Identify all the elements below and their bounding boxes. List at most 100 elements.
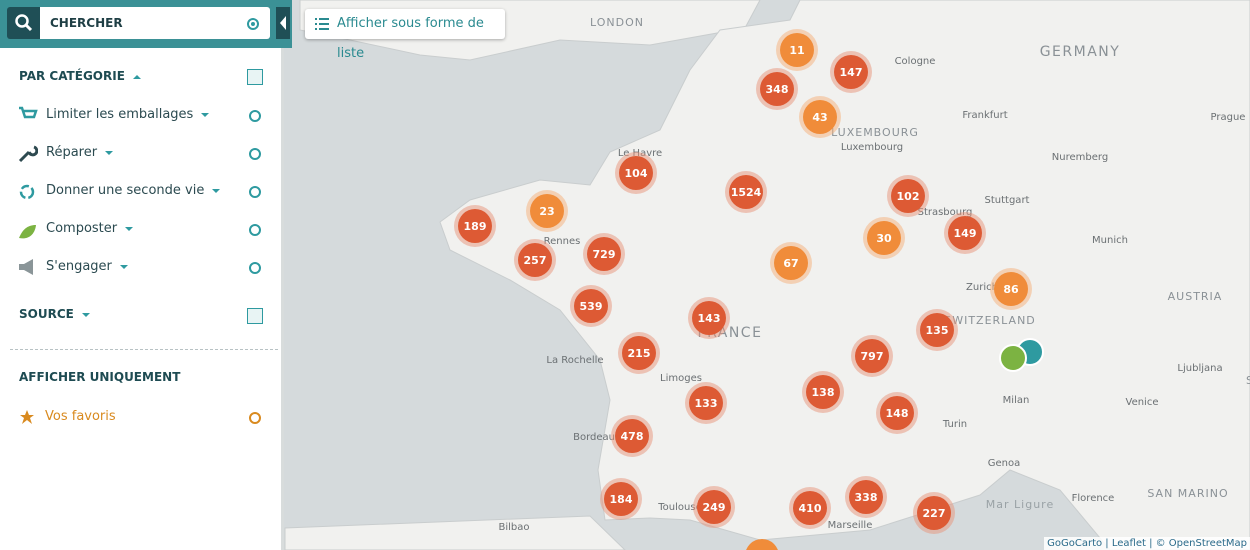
category[interactable]: Composter (46, 221, 134, 236)
category-title[interactable]: PAR CATÉGORIE (19, 69, 141, 83)
radio[interactable] (249, 110, 261, 122)
cluster[interactable]: 86 (990, 268, 1032, 310)
map-label: Bilbao (498, 522, 529, 533)
recycle-icon (19, 184, 35, 200)
sidebar: PAR CATÉGORIE Limiter les emballages Rép… (0, 0, 284, 550)
cluster[interactable]: 257 (514, 239, 556, 281)
cluster[interactable]: 729 (583, 233, 625, 275)
cluster[interactable]: 135 (916, 309, 958, 351)
cart-icon (19, 106, 38, 119)
cluster[interactable]: 143 (688, 297, 730, 339)
locate-icon[interactable] (245, 16, 261, 32)
category[interactable]: Donner une seconde vie (46, 183, 221, 198)
marker[interactable] (999, 338, 1044, 372)
cluster-count: 1524 (731, 186, 762, 199)
search-input[interactable]: CHERCHER (40, 7, 270, 39)
radio[interactable] (249, 186, 261, 198)
collapse-tab[interactable] (276, 7, 290, 39)
cluster-circle (458, 209, 492, 243)
pin[interactable] (999, 344, 1027, 372)
cluster-count: 148 (886, 407, 909, 420)
cluster[interactable]: 249 (693, 486, 735, 528)
cluster-count: 133 (695, 397, 718, 410)
map-label: Marseille (828, 520, 873, 531)
favorites[interactable]: Vos favoris (45, 409, 116, 424)
cluster-count: 410 (799, 502, 822, 515)
radio[interactable] (249, 262, 261, 274)
category[interactable]: S'engager (46, 259, 128, 274)
map-label: Mar Ligure (986, 498, 1054, 511)
cluster[interactable]: 148 (876, 392, 918, 434)
cluster-circle (994, 272, 1028, 306)
source-title[interactable]: SOURCE (19, 307, 90, 321)
cluster-circle (622, 336, 656, 370)
cluster-count: 43 (812, 111, 827, 124)
cluster-circle (774, 246, 808, 280)
map-label: Frankfurt (962, 110, 1007, 121)
cluster-circle (729, 175, 763, 209)
map-label: SLOVENIA (1246, 374, 1250, 387)
cluster[interactable]: 30 (863, 217, 905, 259)
map-label: Munich (1092, 235, 1128, 246)
map-label: Milan (1003, 395, 1030, 406)
radio[interactable] (249, 224, 261, 236)
category[interactable]: Limiter les emballages (46, 107, 210, 122)
star-icon (20, 410, 34, 424)
map-label: AUSTRIA (1168, 290, 1223, 303)
map-label: Luxembourg (841, 142, 903, 153)
cluster-count: 143 (698, 312, 721, 325)
checkbox[interactable] (247, 69, 263, 85)
cluster[interactable]: 67 (770, 242, 812, 284)
cluster[interactable]: 797 (851, 335, 893, 377)
cluster-circle (780, 33, 814, 67)
cluster[interactable]: 147 (830, 51, 872, 93)
cluster[interactable]: 149 (944, 212, 986, 254)
checkbox[interactable] (247, 308, 263, 324)
cluster[interactable]: 11 (776, 29, 818, 71)
map-label: GERMANY (1040, 44, 1121, 60)
cluster[interactable]: 104 (615, 152, 657, 194)
category[interactable]: Réparer (46, 145, 114, 160)
cluster-circle (849, 480, 883, 514)
cluster-circle (917, 496, 951, 530)
list-view-button[interactable]: Afficher sous forme de liste (305, 9, 505, 61)
cluster[interactable]: 348 (756, 68, 798, 110)
cluster-count: 104 (625, 167, 648, 180)
category-icons (18, 106, 38, 275)
cluster[interactable]: 478 (611, 415, 653, 457)
cluster-circle (697, 490, 731, 524)
radio[interactable] (249, 148, 261, 160)
cluster-count: 23 (539, 205, 554, 218)
map-label: Prague (1211, 112, 1246, 123)
cluster[interactable]: 102 (887, 175, 929, 217)
leaf-icon (19, 225, 36, 239)
radio[interactable] (249, 412, 261, 424)
cluster-count: 189 (464, 220, 487, 233)
cluster[interactable]: 138 (802, 371, 844, 413)
cluster-count: 348 (766, 83, 789, 96)
cluster[interactable]: 215 (618, 332, 660, 374)
land (284, 515, 626, 550)
search-button[interactable] (7, 7, 40, 39)
divider (10, 349, 278, 350)
attribution[interactable]: GoGoCarto | Leaflet | © OpenStreetMap (1044, 537, 1250, 550)
cluster[interactable]: 338 (845, 476, 887, 518)
cluster[interactable]: 410 (789, 487, 831, 529)
cluster-circle (615, 419, 649, 453)
cluster[interactable]: 23 (526, 190, 568, 232)
cluster[interactable]: 43 (799, 96, 841, 138)
cluster-count: 86 (1003, 283, 1019, 296)
cluster-circle (518, 243, 552, 277)
cluster[interactable]: 539 (570, 285, 612, 327)
cluster[interactable]: 189 (454, 205, 496, 247)
cluster-count: 227 (923, 507, 946, 520)
cluster[interactable]: 184 (600, 478, 642, 520)
cluster-circle (880, 396, 914, 430)
cluster[interactable]: 1524 (725, 171, 767, 213)
cluster[interactable]: 133 (685, 382, 727, 424)
cluster-circle (806, 375, 840, 409)
map-label: Zurich (966, 282, 998, 293)
cluster[interactable]: 227 (913, 492, 955, 534)
